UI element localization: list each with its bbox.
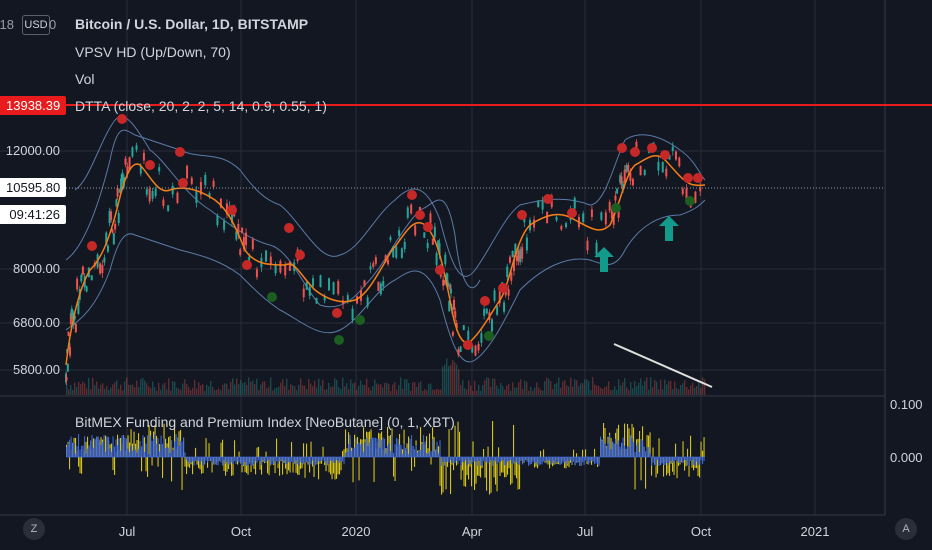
indicator-legend-dtta[interactable]: DTTA (close, 20, 2, 2, 5, 14, 0.9, 0.55,… — [75, 98, 327, 114]
grid — [0, 0, 885, 515]
auto-scale-button[interactable]: A — [895, 518, 917, 540]
bollinger-bands — [65, 116, 706, 363]
up-arrow-icon[interactable] — [659, 216, 679, 241]
bar-countdown-tag: 09:41:26 — [0, 205, 66, 224]
time-axis-label: 2020 — [341, 524, 371, 539]
volume-bars — [66, 358, 706, 395]
price-axis-label: 5800.00 — [13, 362, 60, 377]
symbol-title[interactable]: Bitcoin / U.S. Dollar, 1D, BITSTAMP — [75, 16, 309, 32]
last-price-tag: 10595.80 — [0, 178, 66, 197]
time-axis-label: Oct — [690, 524, 712, 539]
up-arrow-drawings[interactable] — [594, 216, 679, 272]
horizontal-line-price-tag: 13938.39 — [0, 96, 66, 115]
moving-average-line — [65, 155, 706, 366]
funding-axis-label: 0.000 — [890, 450, 923, 465]
funding-axis-label: 0.100 — [890, 397, 923, 412]
price-axis-label: 8000.00 — [13, 261, 60, 276]
price-axis-label: 12000.00 — [5, 143, 60, 158]
up-arrow-icon[interactable] — [594, 247, 614, 272]
trend-line-drawing[interactable] — [613, 343, 713, 388]
funding-histogram — [66, 421, 705, 495]
price-axis-label: 6800.00 — [13, 315, 60, 330]
time-axis-label: Jul — [576, 524, 594, 539]
price-axis-partial-label: 0 — [49, 17, 57, 32]
time-axis-label: 2021 — [800, 524, 830, 539]
price-axis-partial-label: 18 — [0, 17, 14, 32]
indicator-legend-vpsv[interactable]: VPSV HD (Up/Down, 70) — [75, 44, 231, 60]
currency-button[interactable]: USD — [22, 15, 50, 35]
time-axis-label: Apr — [461, 524, 483, 539]
zoom-button[interactable]: Z — [23, 518, 45, 540]
time-axis-label: Jul — [118, 524, 136, 539]
signal-dots — [87, 114, 703, 350]
time-axis-label: Oct — [230, 524, 252, 539]
funding-indicator-title[interactable]: BitMEX Funding and Premium Index [NeoBut… — [75, 414, 455, 430]
indicator-legend-vol[interactable]: Vol — [75, 71, 95, 87]
